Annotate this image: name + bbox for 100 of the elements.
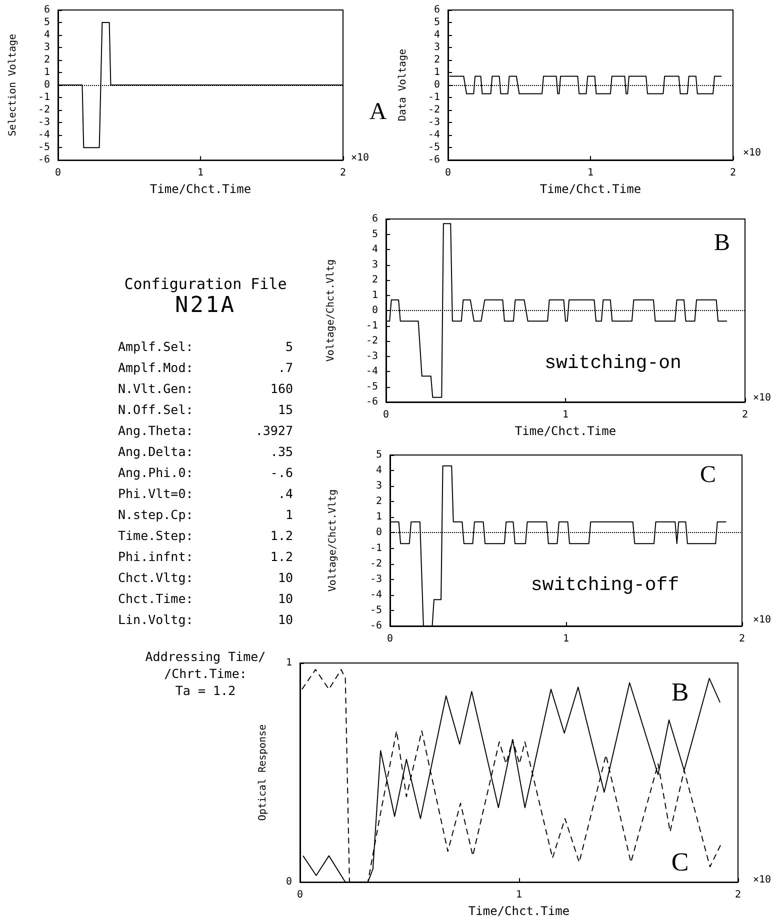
text: Chct.Vltg: 10 [118,570,293,585]
y-tick-label: -5 [370,604,382,616]
y-axis-title: Voltage/Chct.Vltg [326,259,336,362]
text: ×10 [350,152,370,164]
y-tick-label: 6 [434,4,440,16]
text: Ang.Delta: .35 [118,444,293,459]
y-tick-label: -4 [366,366,378,377]
text: Addressing Time/ /Chrt.Time: Ta = 1.2 [145,649,266,698]
text: N.Off.Sel: 15 [118,402,293,417]
x-axis-title: Time/Chct.Time [540,182,642,196]
y-tick-label: 2 [44,54,50,66]
y-tick-label: 0 [44,80,50,91]
y-tick-label: 5 [434,17,440,28]
y-tick-label: 1 [376,512,382,523]
annotation: C [700,462,716,488]
x-tick-label: 2 [340,168,346,179]
text: Chct.Time: 10 [118,591,293,606]
x-tick-label: 0 [296,890,304,901]
text: Ang.Theta: .3927 [118,423,293,438]
x-tick-label: 0 [54,168,62,179]
y-tick-label: 3 [376,480,382,492]
y-tick-label: 5 [44,17,50,28]
y-tick-label: 0 [376,527,382,538]
y-tick-label: -2 [370,558,382,570]
x-tick-label: 0 [382,410,390,420]
x-tick-label: 0 [386,634,394,644]
text: ×10 [742,148,762,158]
y-tick-label: -6 [366,396,378,408]
y-tick-label: -1 [370,542,382,554]
y-tick-label: -3 [366,350,378,362]
text: Phi.infnt: 1.2 [118,549,293,564]
y-tick-label: -1 [38,92,50,104]
y-tick-label: -5 [428,142,440,153]
y-tick-label: -2 [38,104,50,116]
y-tick-label: 0 [434,80,440,90]
annotation: switching-on [544,352,682,374]
x-tick-label: 2 [734,890,742,901]
text: Phi.Vlt=0: .4 [118,486,293,501]
x-tick-label: 1 [587,168,594,178]
y-axis-title: Selection Voltage [8,34,18,136]
y-axis-title: Optical Response [258,724,268,821]
series-label: C [671,848,689,876]
y-tick-label: -4 [428,130,440,140]
text: Lin.Voltg: 10 [118,612,293,627]
y-tick-label: 5 [372,228,378,240]
annotation: switching-off [530,574,680,596]
y-tick-label: 2 [434,54,440,66]
text: Time.Step: 1.2 [118,528,293,543]
y-tick-label: 4 [372,244,378,255]
y-tick-label: 0 [372,305,378,316]
text: ×10 [752,874,772,886]
y-tick-label: 4 [434,30,440,40]
y-tick-label: 2 [372,274,378,286]
y-tick-label: 6 [44,4,50,16]
y-tick-label: -2 [366,336,378,346]
text: Configuration File [123,275,288,293]
y-tick-label: 1 [434,67,440,78]
y-tick-label: -2 [428,104,440,116]
x-tick-label: 1 [562,634,570,644]
x-tick-label: 1 [562,410,569,420]
series-label: B [671,678,689,706]
text: Amplf.Sel: 5 [118,339,293,354]
y-tick-label: -5 [38,142,50,154]
x-tick-label: 1 [197,168,204,179]
text: ×10 [752,614,772,626]
x-axis-title: Time/Chct.Time [514,424,616,438]
text: N.Vlt.Gen: 160 [118,381,293,396]
y-tick-label: -6 [38,154,50,166]
y-tick-label: -3 [428,117,440,128]
x-tick-label: 1 [516,890,522,901]
y-tick-label: -6 [428,154,440,166]
x-tick-label: 2 [738,634,746,644]
y-tick-label: -5 [366,381,378,392]
y-tick-label: -4 [370,589,382,600]
y-tick-label: 1 [44,67,50,78]
x-tick-label: 2 [730,168,736,178]
y-tick-label: -6 [370,620,382,632]
x-axis-title: Time/Chct.Time [468,904,570,918]
x-tick-label: 0 [444,168,452,178]
y-tick-label: 2 [376,496,382,508]
y-tick-label: 4 [376,465,382,476]
y-axis-title: Data Voltage [398,48,408,122]
x-tick-label: 2 [742,410,748,420]
text: N21A [174,293,237,318]
y-tick-label: 4 [44,30,50,41]
y-tick-label: 3 [434,42,440,53]
y-tick-label: 3 [372,259,378,270]
text: Ang.Phi.0: -.6 [118,465,293,480]
y-axis-title: Voltage/Chct.Vltg [328,489,338,592]
text: A [369,99,388,125]
y-tick-label: -1 [366,320,378,332]
annotation: B [714,230,730,256]
text: Amplf.Mod: .7 [118,360,293,375]
y-tick-label: 1 [372,290,378,301]
y-tick-label: -3 [38,117,50,128]
text: N.step.Cp: 1 [118,507,293,522]
y-tick-label: -3 [370,574,382,585]
y-tick-label: -1 [428,92,440,103]
y-tick-label: 6 [372,214,378,224]
x-axis-title: Time/Chct.Time [150,182,252,196]
